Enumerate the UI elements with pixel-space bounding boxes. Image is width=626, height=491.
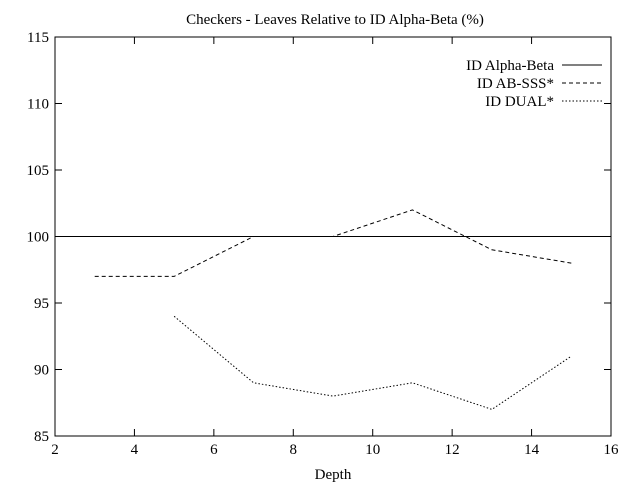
- y-axis: 85 90 95 100 105 110 115: [27, 30, 611, 445]
- x-tick-label: 8: [290, 442, 298, 458]
- x-axis: 2 4 6 8 10 12 14 16: [51, 37, 619, 458]
- legend-label: ID AB-SSS*: [477, 76, 554, 92]
- y-tick-label: 100: [27, 230, 50, 246]
- x-axis-label: Depth: [315, 467, 352, 483]
- chart-title: Checkers - Leaves Relative to ID Alpha-B…: [186, 12, 484, 28]
- y-tick-label: 110: [27, 97, 49, 113]
- x-tick-label: 4: [131, 442, 139, 458]
- series-lines: [55, 209, 611, 410]
- legend: ID Alpha-Beta ID AB-SSS* ID DUAL*: [466, 58, 602, 110]
- y-tick-label: 105: [27, 163, 50, 179]
- series-line-3: [173, 315, 572, 410]
- x-tick-label: 12: [445, 442, 460, 458]
- x-tick-label: 14: [524, 442, 540, 458]
- series-line-2: [94, 209, 572, 277]
- y-tick-label: 85: [34, 429, 49, 445]
- y-tick-label: 115: [27, 30, 49, 46]
- x-tick-label: 10: [365, 442, 380, 458]
- legend-label: ID DUAL*: [485, 94, 554, 110]
- x-tick-label: 2: [51, 442, 59, 458]
- y-tick-label: 95: [34, 296, 49, 312]
- y-tick-label: 90: [34, 363, 49, 379]
- x-tick-label: 16: [604, 442, 620, 458]
- x-tick-label: 6: [210, 442, 218, 458]
- legend-label: ID Alpha-Beta: [466, 58, 554, 74]
